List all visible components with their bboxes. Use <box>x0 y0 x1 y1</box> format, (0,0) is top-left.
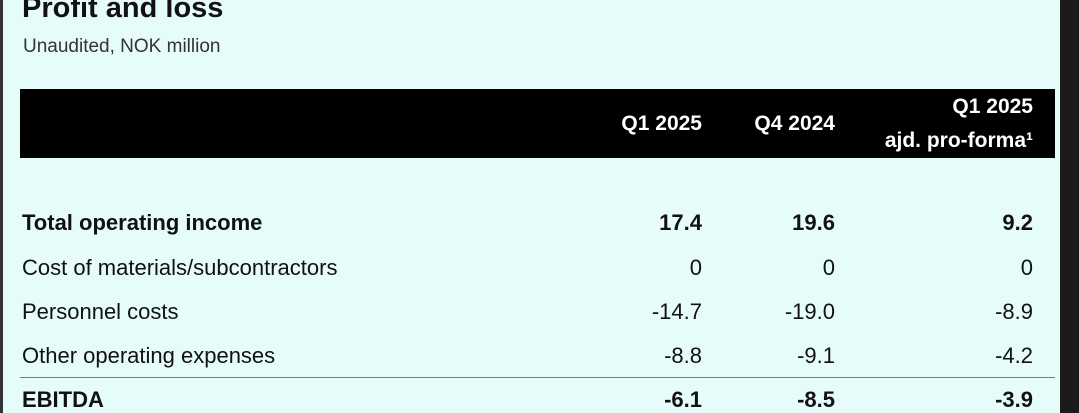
header-bar <box>20 89 1055 158</box>
cell-value: -19.0 <box>784 299 835 324</box>
cell-value: -8.9 <box>995 299 1033 324</box>
cell-value: -9.1 <box>797 343 835 368</box>
row-label: Cost of materials/subcontractors <box>22 255 338 280</box>
cell-value: 0 <box>822 255 835 280</box>
cell-value: 19.6 <box>792 210 835 235</box>
cell-value: 9.2 <box>1002 210 1033 235</box>
column-header: ajd. pro-forma¹ <box>884 129 1033 152</box>
cell-value: -3.9 <box>995 387 1033 412</box>
cell-value: -6.1 <box>664 387 702 412</box>
cell-value: -4.2 <box>995 343 1033 368</box>
title: Profit and loss <box>22 0 224 24</box>
cell-value: -14.7 <box>651 299 702 324</box>
column-header: Q1 2025 <box>952 95 1033 118</box>
frame-left <box>0 0 3 413</box>
row-label: Personnel costs <box>22 299 179 324</box>
cell-value: 17.4 <box>659 210 702 235</box>
column-header: Q1 2025 <box>621 112 702 135</box>
cell-value: 0 <box>689 255 702 280</box>
row-label: Total operating income <box>22 210 263 235</box>
frame-right <box>1060 0 1079 413</box>
row-label: Other operating expenses <box>22 343 276 368</box>
cell-value: 0 <box>1020 255 1033 280</box>
subtitle: Unaudited, NOK million <box>23 36 221 57</box>
cell-value: -8.8 <box>664 343 702 368</box>
cell-value: -8.5 <box>797 387 835 412</box>
column-header: Q4 2024 <box>754 112 835 135</box>
row-label: EBITDA <box>22 387 104 412</box>
total-rule <box>20 377 1055 378</box>
